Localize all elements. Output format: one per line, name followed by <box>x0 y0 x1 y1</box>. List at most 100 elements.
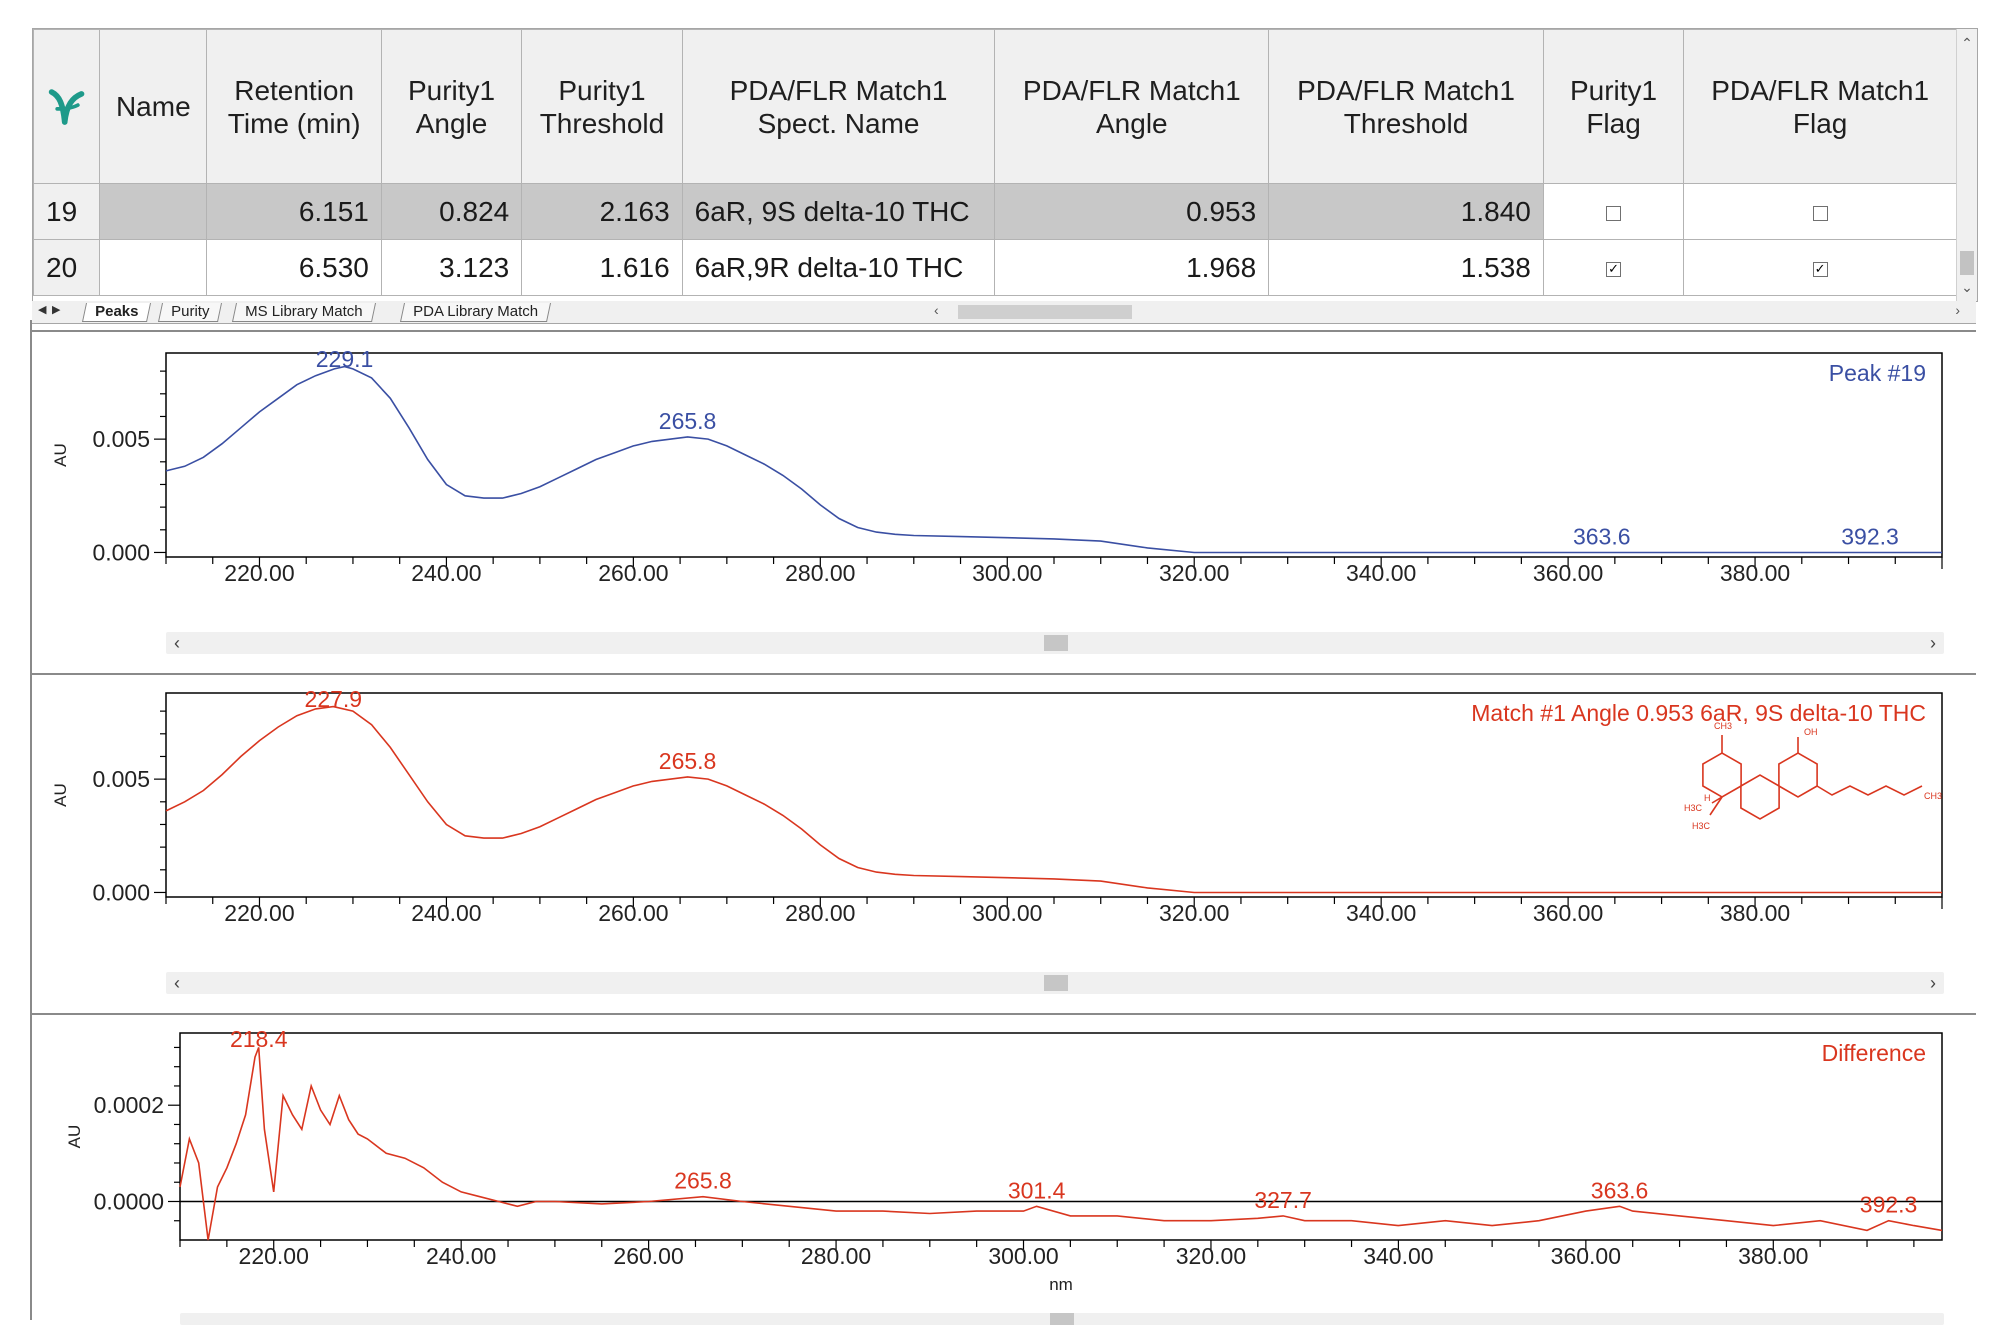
structure-label: CH3 <box>1924 791 1942 801</box>
table-row[interactable]: 19 6.151 0.824 2.163 6aR, 9S delta-10 TH… <box>32 183 1957 240</box>
row-number[interactable]: 19 <box>32 183 101 240</box>
tab-pda-library-match[interactable]: PDA Library Match <box>399 303 552 322</box>
x-tick-label: 280.00 <box>801 1243 871 1269</box>
structure-label: H3C <box>1692 821 1711 831</box>
row-number[interactable]: 20 <box>32 239 101 296</box>
tab-purity[interactable]: Purity <box>157 303 223 322</box>
sheet-tab-strip: ◀ ▶ Peaks Purity MS Library Match PDA Li… <box>32 301 1976 324</box>
table-row[interactable]: 20 6.530 3.123 1.616 6aR,9R delta-10 THC… <box>32 239 1957 296</box>
match1-flag-checkbox[interactable]: ✓ <box>1812 261 1828 277</box>
chart-panel-match: 220.00 240.00 260.00 280.00 300.00 320.00 340.… <box>32 675 1976 1010</box>
match1-flag-checkbox[interactable] <box>1812 205 1828 221</box>
x-tick-label: 360.00 <box>1533 900 1603 926</box>
x-tick-label: 220.00 <box>224 900 294 926</box>
cell-match1-threshold[interactable]: 1.840 <box>1268 183 1544 240</box>
divider <box>32 673 1976 675</box>
scroll-right-icon[interactable]: › <box>1930 973 1936 993</box>
difference-spectrum-chart[interactable]: 220.00 240.00 260.00 280.00 300.00 320.00 340.… <box>32 1015 1976 1315</box>
peak-label: 392.3 <box>1860 1192 1918 1218</box>
peak-label: 392.3 <box>1841 523 1899 549</box>
peak-label: 301.4 <box>1008 1177 1066 1203</box>
purity1-flag-checkbox[interactable] <box>1606 205 1622 221</box>
col-header-purity1-angle[interactable]: Purity1 Angle <box>380 29 523 184</box>
scroll-thumb[interactable] <box>1050 1313 1074 1325</box>
cell-retention-time[interactable]: 6.151 <box>206 183 382 240</box>
scroll-thumb[interactable] <box>958 305 1132 319</box>
cell-name[interactable] <box>99 183 208 240</box>
grid-horizontal-scrollbar[interactable]: ‹ › <box>920 302 1964 320</box>
peak-label: 218.4 <box>230 1026 288 1052</box>
purity1-flag-checkbox[interactable]: ✓ <box>1606 261 1622 277</box>
chart-scrollbar[interactable] <box>180 1313 1944 1325</box>
x-tick-label: 240.00 <box>411 900 481 926</box>
col-header-name[interactable]: Name <box>99 29 208 184</box>
x-tick-label: 360.00 <box>1551 1243 1621 1269</box>
empower-logo-icon <box>46 31 87 183</box>
x-tick-label: 380.00 <box>1720 900 1790 926</box>
grid-vertical-scrollbar[interactable]: ⌃ ⌄ <box>1956 29 1977 301</box>
chart-scrollbar[interactable]: ‹ › <box>166 632 1944 654</box>
cell-retention-time[interactable]: 6.530 <box>206 239 382 296</box>
plot-area <box>179 1032 1943 1241</box>
x-tick-label: 220.00 <box>239 1243 309 1269</box>
series-line <box>179 1047 1943 1241</box>
col-header-purity1-threshold[interactable]: Purity1 Threshold <box>521 29 683 184</box>
peak-label: 265.8 <box>659 748 717 774</box>
y-tick-label: 0.0000 <box>94 1188 164 1214</box>
cell-purity1-threshold[interactable]: 2.163 <box>521 183 683 240</box>
structure-label: CH3 <box>1714 721 1732 731</box>
scroll-down-icon[interactable]: ⌄ <box>1961 279 1973 295</box>
table-header-row: Name Retention Time (min) Purity1 Angle … <box>32 29 1957 184</box>
y-tick-label: 0.005 <box>92 426 150 452</box>
peak-table: Name Retention Time (min) Purity1 Angle … <box>32 29 1957 296</box>
scroll-left-icon[interactable]: ‹ <box>934 302 939 318</box>
peak-spectrum-chart[interactable]: 220.00 240.00 260.00 280.00 300.00 320.00 340.… <box>32 335 1976 635</box>
col-header-match1-threshold[interactable]: PDA/FLR Match1 Threshold <box>1268 29 1544 184</box>
scroll-left-icon[interactable]: ‹ <box>174 973 180 993</box>
x-tick-label: 300.00 <box>972 900 1042 926</box>
nav-first-icon[interactable]: ◀ <box>38 304 47 316</box>
cell-purity1-threshold[interactable]: 1.616 <box>521 239 683 296</box>
scroll-right-icon[interactable]: › <box>1930 633 1936 653</box>
app-logo-cell[interactable] <box>32 29 101 184</box>
col-header-retention-time[interactable]: Retention Time (min) <box>206 29 382 184</box>
series-line <box>165 705 1942 894</box>
x-tick-label: 280.00 <box>785 560 855 586</box>
nav-next-icon[interactable]: ▶ <box>52 304 61 316</box>
cell-match1-angle[interactable]: 1.968 <box>994 239 1270 296</box>
divider <box>32 330 1976 332</box>
scroll-left-icon[interactable]: ‹ <box>174 633 180 653</box>
scroll-right-icon[interactable]: › <box>1955 302 1960 318</box>
chart-scrollbar[interactable]: ‹ › <box>166 972 1944 994</box>
cell-match1-flag[interactable]: ✓ <box>1683 239 1957 296</box>
cell-purity1-angle[interactable]: 3.123 <box>380 239 523 296</box>
scroll-thumb[interactable] <box>1960 251 1974 275</box>
scroll-up-icon[interactable]: ⌃ <box>1961 35 1973 51</box>
col-header-match1-flag[interactable]: PDA/FLR Match1 Flag <box>1683 29 1957 184</box>
cell-match1-threshold[interactable]: 1.538 <box>1268 239 1544 296</box>
tab-ms-library-match[interactable]: MS Library Match <box>231 303 376 322</box>
cell-name[interactable] <box>99 239 208 296</box>
col-header-match1-angle[interactable]: PDA/FLR Match1 Angle <box>994 29 1270 184</box>
y-tick-label: 0.0002 <box>94 1092 164 1118</box>
col-header-purity1-flag[interactable]: Purity1 Flag <box>1542 29 1685 184</box>
peak-label: 363.6 <box>1591 1177 1649 1203</box>
cell-purity1-flag[interactable] <box>1542 183 1685 240</box>
cell-match1-spect-name[interactable]: 6aR, 9S delta-10 THC <box>681 183 996 240</box>
cell-match1-spect-name[interactable]: 6aR,9R delta-10 THC <box>681 239 996 296</box>
tab-peaks[interactable]: Peaks <box>81 303 152 322</box>
scroll-thumb[interactable] <box>1044 975 1068 991</box>
x-tick-label: 360.00 <box>1533 560 1603 586</box>
col-header-match1-spect-name[interactable]: PDA/FLR Match1 Spect. Name <box>681 29 996 184</box>
match-spectrum-chart[interactable]: 220.00 240.00 260.00 280.00 300.00 320.00 340.… <box>32 675 1976 975</box>
cell-purity1-angle[interactable]: 0.824 <box>380 183 523 240</box>
cell-match1-flag[interactable] <box>1683 183 1957 240</box>
cell-purity1-flag[interactable]: ✓ <box>1542 239 1685 296</box>
cell-match1-angle[interactable]: 0.953 <box>994 183 1270 240</box>
x-tick-label: 380.00 <box>1720 560 1790 586</box>
scroll-thumb[interactable] <box>1044 635 1068 651</box>
x-tick-label: 340.00 <box>1346 900 1416 926</box>
peak-label: 265.8 <box>674 1168 732 1194</box>
y-tick-label: 0.000 <box>92 539 150 565</box>
